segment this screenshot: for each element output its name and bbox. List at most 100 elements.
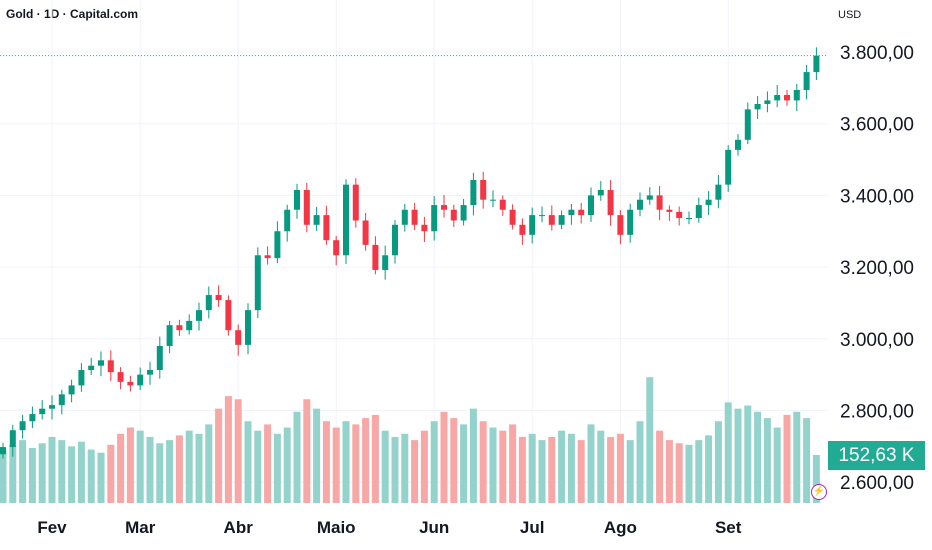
month-tick-label: Fev: [37, 518, 67, 537]
volume-bar: [185, 430, 193, 503]
candle-body: [156, 345, 163, 370]
candle-body: [0, 447, 6, 455]
volume-bar: [665, 440, 673, 503]
volume-bar: [126, 427, 134, 503]
volume-bar: [734, 408, 742, 503]
month-tick-label: Mar: [125, 518, 156, 537]
candle-body: [686, 217, 692, 219]
volume-bar: [381, 430, 389, 503]
volume-bar: [714, 421, 722, 503]
volume-bar: [430, 421, 438, 503]
price-tick-label: 3.000,00: [840, 330, 914, 351]
candle-body: [744, 109, 751, 140]
candle-body: [68, 385, 75, 395]
candle-body: [107, 360, 114, 373]
chart-title: Gold · 1D · Capital.com: [6, 7, 139, 21]
volume-bar: [695, 440, 703, 503]
candle-body: [58, 394, 65, 406]
candle-body: [705, 199, 712, 206]
candle-body: [784, 95, 790, 101]
candle-body: [568, 209, 575, 216]
time-axis[interactable]: Fev Mar Abr Maio Jun Jul Ago Set: [37, 518, 741, 537]
candle-body: [117, 372, 124, 382]
price-tick-label: 2.600,00: [840, 473, 914, 494]
candle-body: [205, 295, 212, 311]
volume-bar: [87, 449, 95, 503]
lightning-icon[interactable]: ⚡: [811, 484, 827, 500]
volume-bar: [0, 449, 7, 503]
volume-bar: [783, 414, 791, 503]
candle-body: [176, 325, 183, 331]
candle-body: [333, 240, 340, 256]
volume-bar: [264, 424, 272, 503]
volume-bar: [450, 418, 458, 503]
volume-bar: [754, 411, 762, 503]
candle-body: [235, 330, 242, 345]
candle-body: [19, 421, 26, 431]
volume-bar: [136, 430, 144, 503]
volume-bar: [499, 430, 507, 503]
price-axis[interactable]: 3.800,00 3.600,00 3.400,00 3.200,00 3.000,00…: [840, 43, 914, 494]
volume-bar: [156, 443, 164, 503]
volume-bar: [234, 399, 242, 503]
candle-body: [637, 199, 643, 210]
candle-body: [519, 224, 526, 235]
candle-body: [254, 255, 261, 311]
candle-body: [127, 381, 134, 386]
volume-bar: [342, 421, 350, 503]
grid: [0, 0, 828, 505]
candle-body: [137, 374, 144, 386]
price-tick-label: 3.400,00: [840, 186, 914, 207]
candle-body: [754, 103, 761, 110]
volume-bars: [0, 377, 820, 503]
candle-body: [284, 209, 291, 232]
candle-body: [274, 231, 281, 259]
volume-bar: [656, 430, 664, 503]
volume-bar: [812, 455, 820, 503]
volume-bar: [646, 377, 654, 503]
candle-body: [450, 209, 457, 221]
volume-bar: [616, 433, 624, 503]
volume-bar: [205, 424, 213, 503]
volume-bar: [469, 408, 477, 503]
volume-value-tag: 152,63 K: [828, 441, 925, 470]
candle-body: [39, 408, 46, 415]
volume-bar: [254, 430, 262, 503]
volume-bar: [577, 440, 585, 503]
volume-bar: [166, 440, 174, 503]
volume-bar: [567, 433, 575, 503]
volume-bar: [744, 405, 752, 503]
volume-bar: [352, 424, 360, 503]
volume-bar: [283, 427, 291, 503]
month-tick-label: Jul: [520, 518, 545, 537]
price-tick-label: 2.800,00: [840, 402, 914, 423]
month-tick-label: Ago: [604, 518, 637, 537]
volume-bar: [420, 430, 428, 503]
volume-bar: [371, 414, 379, 503]
candle-body: [313, 215, 320, 225]
volume-bar: [322, 421, 330, 503]
candle-body: [401, 209, 408, 225]
volume-bar: [597, 430, 605, 503]
candle-body: [196, 310, 202, 321]
volume-bar: [195, 433, 203, 503]
candle-body: [29, 414, 36, 422]
candle-body: [490, 199, 496, 201]
candle-body: [382, 255, 389, 270]
volume-bar: [107, 444, 115, 503]
volume-bar: [273, 433, 281, 503]
candle-body: [264, 255, 271, 259]
volume-bar: [675, 443, 683, 503]
candle-body: [215, 295, 222, 301]
volume-bar: [518, 436, 526, 503]
volume-bar: [558, 430, 566, 503]
candle-body: [362, 220, 369, 245]
currency-label: USD: [838, 9, 862, 21]
volume-bar: [773, 427, 781, 503]
volume-bar: [48, 436, 56, 503]
candle-body: [480, 179, 487, 200]
candle-body: [499, 199, 506, 210]
volume-bar: [548, 436, 556, 503]
candle-body: [588, 195, 594, 216]
